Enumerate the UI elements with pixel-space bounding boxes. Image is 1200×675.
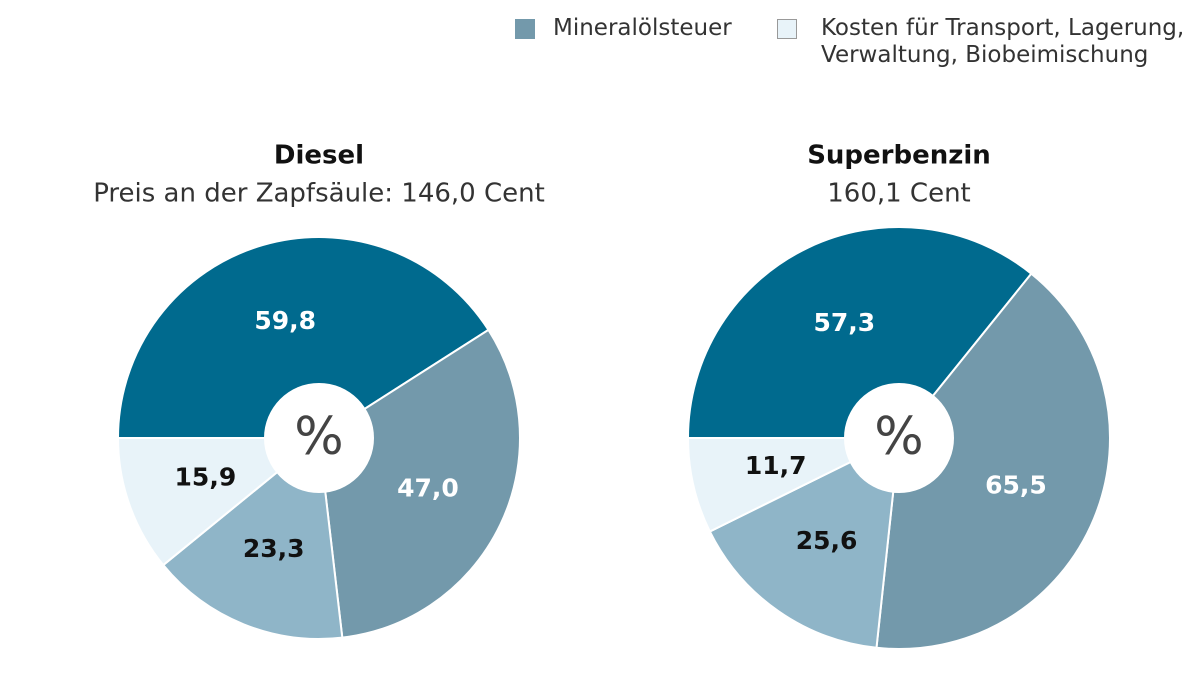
legend-label: Kosten für Transport, Lagerung, Verwaltu…	[821, 15, 1185, 68]
value-label: 23,3	[243, 534, 305, 563]
pie-title: Diesel	[274, 141, 364, 171]
pie-slice	[708, 436, 901, 649]
value-label: 57,3	[813, 308, 875, 337]
value-label: 59,8	[254, 306, 316, 335]
pie-subtitle: 160,1 Cent	[827, 179, 971, 209]
value-label: 25,6	[796, 526, 858, 555]
pie-slice	[686, 437, 900, 533]
value-label: 65,5	[985, 470, 1047, 499]
pie-title: Superbenzin	[807, 141, 991, 171]
value-label: 11,7	[745, 451, 807, 480]
pie-slice	[875, 272, 1111, 650]
pie-slice	[116, 437, 322, 567]
legend-swatch	[515, 19, 535, 39]
legend-label: Mineralölsteuer	[553, 15, 732, 41]
value-label: 47,0	[397, 474, 459, 503]
pie-subtitle: Preis an der Zapfsäule: 146,0 Cent	[93, 179, 545, 209]
value-label: 15,9	[175, 462, 237, 491]
center-hole	[844, 383, 954, 493]
pie-slice	[686, 226, 1033, 439]
legend-swatch	[777, 19, 797, 39]
center-label: %	[874, 407, 923, 467]
pie-slice	[116, 236, 490, 439]
pie-slice	[317, 328, 521, 639]
center-hole	[264, 383, 374, 493]
center-label: %	[294, 407, 343, 467]
